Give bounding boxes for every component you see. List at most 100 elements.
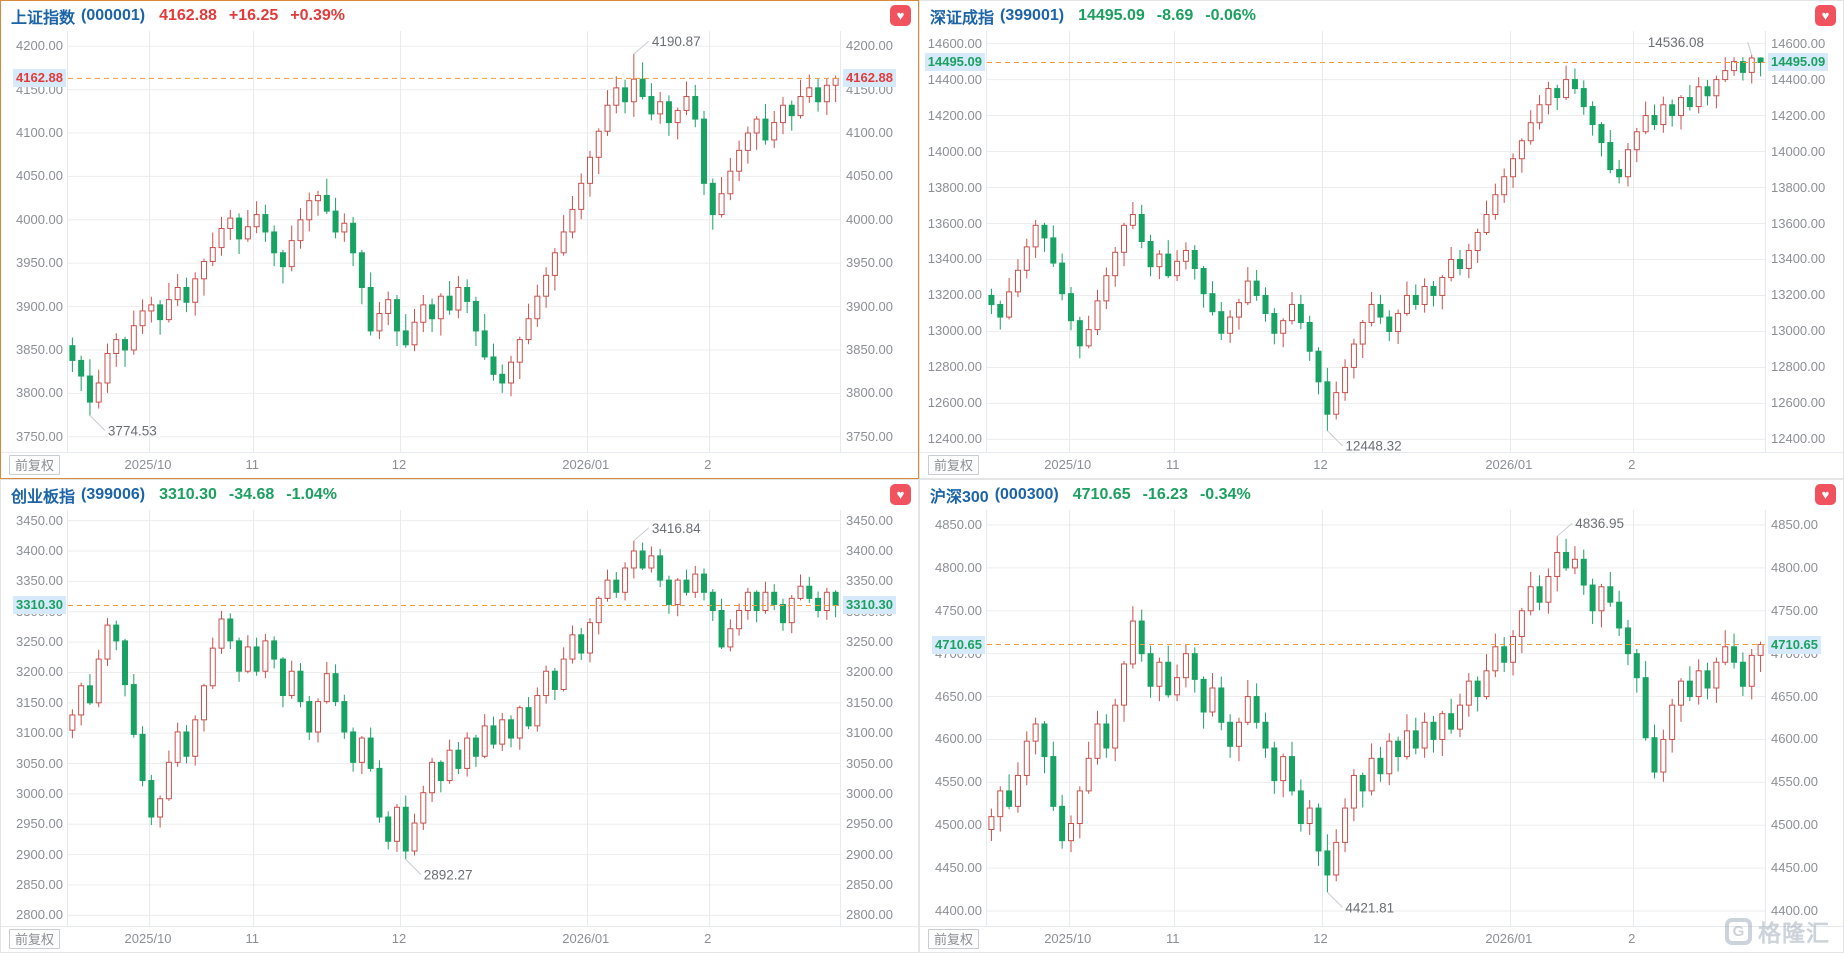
index-price: 4710.65 bbox=[1072, 486, 1131, 503]
y-axis-tick: 3050.00 bbox=[846, 755, 893, 771]
y-axis-tick: 13000.00 bbox=[927, 323, 982, 339]
y-axis-tick: 4050.00 bbox=[846, 168, 893, 184]
x-axis-labels: 2025/10 11 12 2026/01 2 bbox=[1, 927, 918, 952]
y-axis-tick: 12400.00 bbox=[1771, 431, 1826, 447]
y-axis-tick: 3350.00 bbox=[846, 573, 893, 589]
panel-footer: 前复权 2025/10 11 12 2026/01 2 bbox=[1, 452, 918, 478]
y-axis-tick: 3400.00 bbox=[16, 542, 63, 558]
index-change: -34.68 bbox=[228, 486, 275, 503]
y-axis-tick: 4600.00 bbox=[1771, 731, 1818, 747]
y-axis-left: 3450.003400.003350.003300.003250.003200.… bbox=[1, 510, 67, 926]
panel-footer: 前复权 2025/10 11 12 2026/01 2 bbox=[1, 926, 918, 952]
index-change-pct: -1.04% bbox=[286, 486, 337, 503]
heart-icon: ♥ bbox=[1821, 487, 1830, 502]
y-axis-tick: 12400.00 bbox=[927, 431, 982, 447]
panel-header: 沪深300 (000300) 4710.65 -16.23 -0.34% ♥ bbox=[920, 480, 1843, 510]
forward-adjust-button[interactable]: 前复权 bbox=[928, 929, 980, 949]
current-price-label: 3310.30 bbox=[13, 596, 66, 615]
candlestick-chart[interactable]: 3450.003400.003350.003300.003250.003200.… bbox=[1, 510, 918, 926]
y-axis-tick: 3900.00 bbox=[846, 298, 893, 314]
candlestick-chart[interactable]: 14600.00 14400.00 14200.00 14000.00 13800.00… bbox=[920, 31, 1843, 452]
y-axis-tick: 3050.00 bbox=[16, 755, 63, 771]
y-axis-tick: 4050.00 bbox=[16, 168, 63, 184]
x-axis-tick: 2 bbox=[704, 457, 712, 472]
y-axis-tick: 4650.00 bbox=[1771, 688, 1818, 704]
panel-csi300[interactable]: 沪深300 (000300) 4710.65 -16.23 -0.34% ♥ 4… bbox=[919, 479, 1844, 953]
index-title: 深证成指 bbox=[930, 10, 995, 27]
y-axis-tick: 4500.00 bbox=[1771, 817, 1818, 833]
y-axis-tick: 3950.00 bbox=[846, 255, 893, 271]
y-axis-tick: 12800.00 bbox=[927, 359, 982, 375]
y-axis-tick: 12800.00 bbox=[1771, 359, 1826, 375]
y-axis-tick: 4400.00 bbox=[1771, 902, 1818, 918]
favorite-button[interactable]: ♥ bbox=[890, 484, 911, 505]
y-axis-right: 4850.004800.004750.004700.004650.004600.… bbox=[1766, 510, 1843, 926]
plot-area[interactable]: 4836.95 4421.81 bbox=[986, 510, 1766, 926]
index-title: 创业板指 bbox=[11, 489, 76, 506]
y-axis-tick: 4450.00 bbox=[935, 860, 982, 876]
y-axis-tick: 4200.00 bbox=[846, 38, 893, 54]
y-axis-tick: 4750.00 bbox=[1771, 602, 1818, 618]
panel-footer: 前复权 2025/10 11 12 2026/01 2 bbox=[920, 452, 1843, 478]
candlestick-chart[interactable]: 4850.004800.004750.004700.004650.004600.… bbox=[920, 510, 1843, 926]
y-axis-tick: 3450.00 bbox=[16, 512, 63, 528]
panel-footer: 前复权 2025/10 11 12 2026/01 2 bbox=[920, 926, 1843, 952]
y-axis-tick: 13800.00 bbox=[1771, 179, 1826, 195]
y-axis-tick: 2900.00 bbox=[846, 846, 893, 862]
favorite-button[interactable]: ♥ bbox=[1815, 5, 1836, 26]
y-axis-tick: 14000.00 bbox=[927, 143, 982, 159]
y-axis-tick: 3850.00 bbox=[846, 342, 893, 357]
index-change: -8.69 bbox=[1156, 7, 1194, 24]
current-price-label: 4710.65 bbox=[932, 635, 985, 654]
y-axis-tick: 14200.00 bbox=[1771, 107, 1826, 123]
index-code: (399001) bbox=[1000, 7, 1065, 24]
y-axis-tick: 3950.00 bbox=[16, 255, 63, 271]
plot-area[interactable]: 14536.08 12448.32 bbox=[986, 31, 1766, 452]
heart-icon: ♥ bbox=[1821, 8, 1830, 23]
heart-icon: ♥ bbox=[896, 487, 905, 502]
y-axis-tick: 4750.00 bbox=[935, 602, 982, 618]
y-axis-tick: 2800.00 bbox=[846, 907, 893, 923]
index-change: -16.23 bbox=[1142, 486, 1188, 503]
panel-chinext[interactable]: 创业板指 (399006) 3310.30 -34.68 -1.04% ♥ 34… bbox=[0, 479, 919, 953]
y-axis-tick: 3000.00 bbox=[846, 785, 893, 801]
y-axis-tick: 2850.00 bbox=[16, 877, 63, 892]
y-axis-tick: 4200.00 bbox=[16, 38, 63, 54]
forward-adjust-button[interactable]: 前复权 bbox=[9, 929, 61, 949]
y-axis-tick: 13600.00 bbox=[1771, 215, 1826, 231]
forward-adjust-button[interactable]: 前复权 bbox=[928, 455, 980, 475]
favorite-button[interactable]: ♥ bbox=[890, 5, 911, 26]
y-axis-tick: 2800.00 bbox=[16, 907, 63, 923]
panel-shenzhen-component[interactable]: 深证成指 (399001) 14495.09 -8.69 -0.06% ♥ 14… bbox=[919, 0, 1844, 479]
x-axis-tick: 2 bbox=[704, 931, 712, 946]
index-change-pct: -0.06% bbox=[1205, 7, 1256, 24]
current-price-label: 3310.30 bbox=[843, 596, 896, 615]
y-axis-tick: 3200.00 bbox=[846, 664, 893, 680]
panel-header: 上证指数 (000001) 4162.88 +16.25 +0.39% ♥ bbox=[1, 1, 918, 31]
index-price: 14495.09 bbox=[1078, 7, 1145, 24]
y-axis-tick: 13200.00 bbox=[1771, 287, 1826, 303]
index-title: 沪深300 bbox=[930, 489, 989, 506]
y-axis-tick: 4100.00 bbox=[16, 124, 63, 140]
y-axis-tick: 3000.00 bbox=[16, 785, 63, 801]
y-axis-left: 4200.00 4150.00 4100.00 4050.00 4000.00 3950.… bbox=[1, 31, 67, 452]
panel-shanghai-index[interactable]: 上证指数 (000001) 4162.88 +16.25 +0.39% ♥ 42… bbox=[0, 0, 919, 479]
high-annotation: 14536.08 bbox=[1648, 35, 1704, 50]
y-axis-tick: 4550.00 bbox=[935, 774, 982, 790]
y-axis-tick: 14600.00 bbox=[927, 35, 982, 51]
x-axis-tick: 11 bbox=[245, 931, 260, 946]
x-axis-labels: 2025/10 11 12 2026/01 2 bbox=[1, 453, 918, 478]
forward-adjust-button[interactable]: 前复权 bbox=[9, 455, 61, 475]
y-axis-tick: 13200.00 bbox=[927, 287, 982, 303]
y-axis-tick: 3350.00 bbox=[16, 573, 63, 589]
candlestick-chart[interactable]: 4200.00 4150.00 4100.00 4050.00 4000.00 3950.… bbox=[1, 31, 918, 452]
y-axis-tick: 13400.00 bbox=[927, 251, 982, 267]
y-axis-tick: 4100.00 bbox=[846, 124, 893, 140]
plot-area[interactable]: 4190.87 3774.53 bbox=[67, 31, 841, 452]
plot-area[interactable]: 3416.84 2892.27 bbox=[67, 510, 841, 926]
y-axis-tick: 12600.00 bbox=[927, 395, 982, 411]
favorite-button[interactable]: ♥ bbox=[1815, 484, 1836, 505]
current-price-label: 14495.09 bbox=[924, 53, 985, 72]
y-axis-tick: 4000.00 bbox=[16, 211, 63, 227]
y-axis-tick: 3250.00 bbox=[846, 634, 893, 650]
